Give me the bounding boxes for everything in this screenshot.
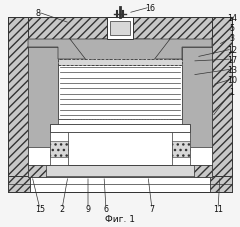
Bar bbox=[182, 48, 212, 147]
Bar bbox=[107, 18, 133, 40]
Bar bbox=[172, 141, 190, 157]
Bar bbox=[212, 18, 232, 177]
Bar bbox=[28, 48, 58, 147]
Bar bbox=[170, 60, 182, 119]
Text: 16: 16 bbox=[145, 3, 155, 12]
Bar bbox=[58, 60, 70, 119]
Polygon shape bbox=[90, 40, 150, 66]
Text: 8: 8 bbox=[36, 8, 41, 17]
Bar bbox=[210, 176, 232, 192]
Bar bbox=[50, 141, 68, 157]
Text: 7: 7 bbox=[150, 205, 155, 214]
Bar bbox=[8, 176, 232, 192]
Bar bbox=[8, 176, 30, 192]
Polygon shape bbox=[70, 40, 170, 66]
Text: 17: 17 bbox=[227, 55, 237, 64]
Text: 1: 1 bbox=[229, 87, 234, 96]
Text: 3: 3 bbox=[229, 33, 234, 42]
Bar bbox=[50, 124, 190, 132]
Bar bbox=[8, 18, 28, 177]
Text: 6: 6 bbox=[103, 205, 108, 214]
Bar bbox=[28, 165, 212, 177]
Text: Фиг. 1: Фиг. 1 bbox=[105, 215, 135, 224]
Text: 13: 13 bbox=[227, 65, 237, 74]
Bar bbox=[8, 18, 232, 40]
Text: 11: 11 bbox=[213, 205, 223, 214]
Text: 9: 9 bbox=[85, 205, 90, 214]
Bar bbox=[28, 40, 212, 165]
Text: 10: 10 bbox=[227, 75, 237, 84]
Polygon shape bbox=[146, 40, 212, 60]
Bar bbox=[50, 132, 68, 165]
Bar bbox=[28, 165, 46, 177]
Bar bbox=[194, 165, 212, 177]
Bar bbox=[58, 66, 182, 119]
Text: 5: 5 bbox=[229, 23, 234, 32]
Text: 15: 15 bbox=[35, 205, 45, 214]
Bar bbox=[172, 132, 190, 165]
Text: 12: 12 bbox=[227, 45, 237, 54]
Text: 2: 2 bbox=[60, 205, 65, 214]
Polygon shape bbox=[28, 40, 94, 60]
Text: 14: 14 bbox=[227, 13, 237, 22]
Bar bbox=[58, 60, 182, 66]
Bar bbox=[110, 22, 130, 36]
